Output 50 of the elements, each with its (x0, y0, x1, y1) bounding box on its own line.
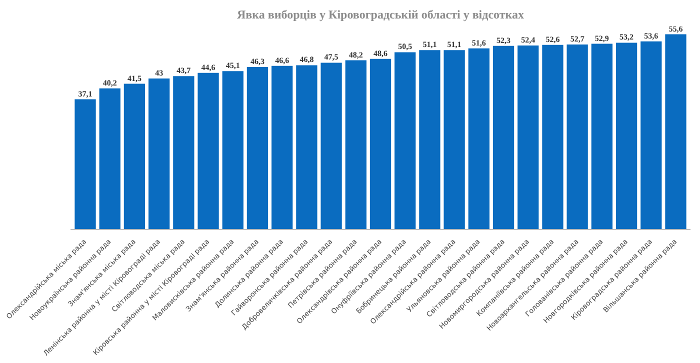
data-label: 51,6 (472, 38, 486, 48)
data-label: 52,3 (496, 36, 511, 45)
data-label: 45,1 (226, 61, 240, 70)
data-label: 53,2 (620, 32, 634, 42)
bar (296, 65, 318, 230)
data-label: 52,6 (546, 34, 560, 44)
bar (74, 99, 96, 230)
data-label: 46,3 (250, 56, 264, 66)
data-label: 37,1 (78, 89, 92, 98)
bar (148, 78, 170, 230)
bar (518, 46, 539, 230)
data-label: 48,6 (374, 48, 388, 58)
chart-title: Явка виборців у Кіровоградській області у відсотках (236, 8, 524, 22)
data-label: 46,8 (300, 55, 314, 64)
bar (566, 44, 588, 230)
data-label: 43 (155, 68, 164, 78)
bar (246, 66, 268, 230)
bar (272, 66, 293, 230)
bar (320, 62, 342, 230)
data-label: 47,5 (324, 52, 338, 62)
bar (173, 76, 194, 230)
bar (394, 52, 416, 230)
bar (222, 71, 244, 230)
data-label: 52,9 (594, 34, 609, 43)
bar (468, 48, 490, 230)
bar (444, 50, 465, 230)
bar (370, 58, 392, 230)
data-label: 50,5 (398, 42, 412, 52)
data-label: 48,2 (348, 50, 363, 60)
bar (492, 46, 514, 230)
data-label: 44,6 (201, 62, 216, 72)
data-label: 43,7 (176, 66, 191, 76)
bar (345, 60, 366, 230)
data-label: 40,2 (102, 78, 117, 88)
data-label: 41,5 (127, 74, 142, 83)
data-label: 52,4 (521, 36, 536, 45)
bar (640, 41, 662, 230)
bar (198, 72, 219, 230)
bar (124, 84, 146, 230)
data-label: 46,6 (275, 56, 290, 65)
bar (542, 44, 564, 230)
bar (591, 44, 613, 230)
bar (419, 50, 440, 230)
bar (99, 88, 120, 230)
data-label: 51,1 (447, 40, 462, 50)
bar (665, 34, 686, 230)
data-label: 53,6 (644, 31, 658, 40)
data-label: 52,7 (570, 34, 584, 44)
bar (616, 42, 638, 230)
data-label: 51,1 (422, 40, 437, 50)
